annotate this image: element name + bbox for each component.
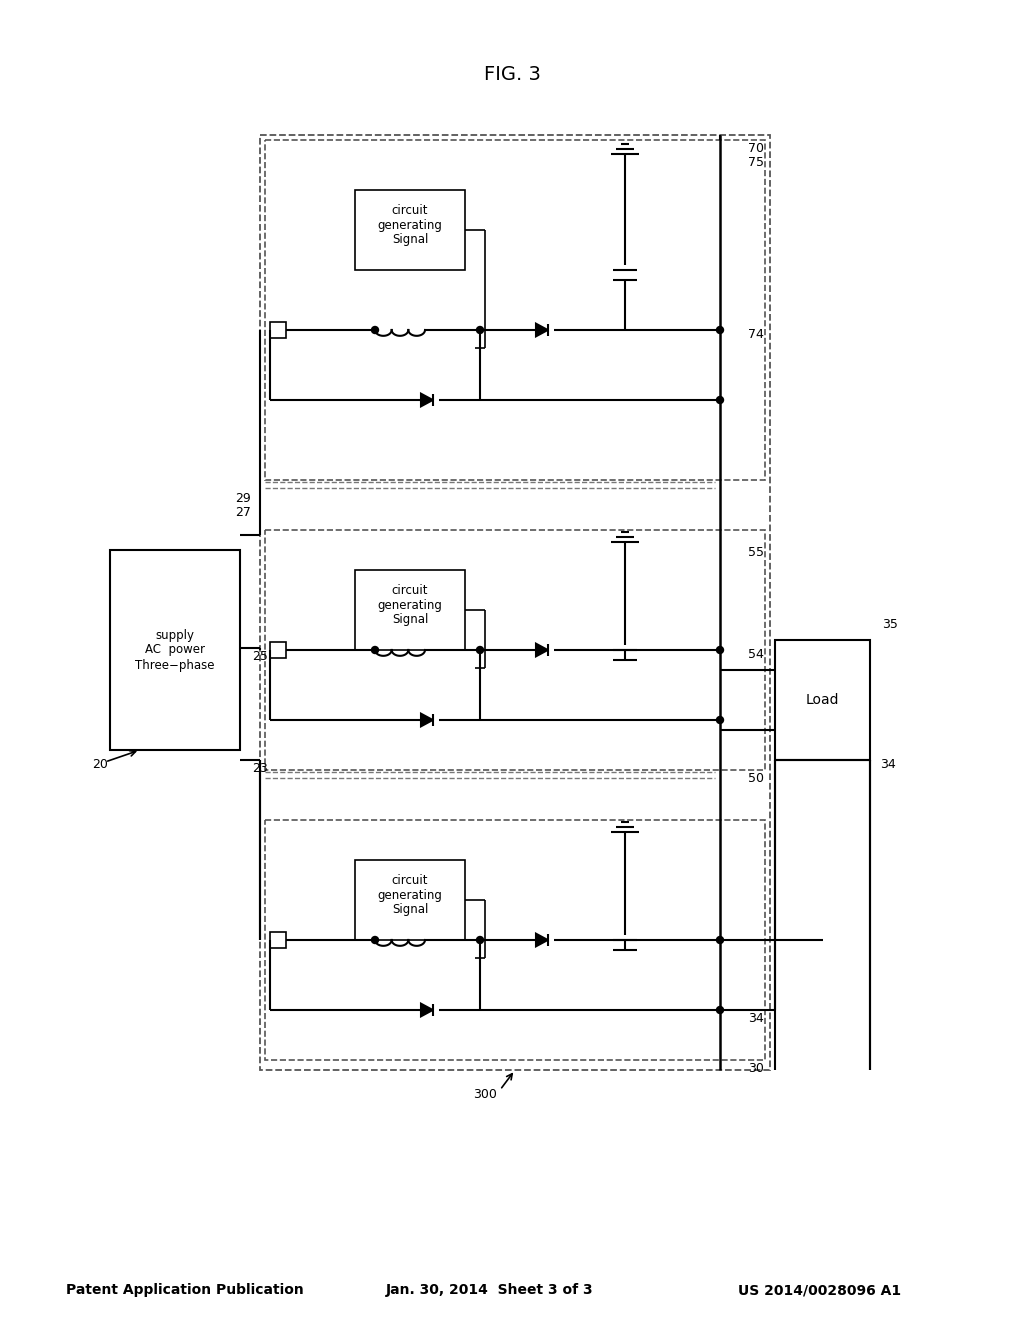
- Text: supply: supply: [156, 628, 195, 642]
- Polygon shape: [421, 393, 433, 407]
- Text: 23: 23: [252, 762, 267, 775]
- Circle shape: [717, 717, 724, 723]
- Text: generating: generating: [378, 219, 442, 231]
- Bar: [270, 322, 286, 338]
- Text: 34: 34: [880, 759, 896, 771]
- Text: 27: 27: [234, 507, 251, 520]
- Text: 35: 35: [882, 619, 898, 631]
- Text: Three−phase: Three−phase: [135, 659, 215, 672]
- Circle shape: [717, 326, 724, 334]
- Bar: [270, 932, 286, 948]
- Bar: [775, 640, 870, 760]
- Text: Load: Load: [806, 693, 840, 708]
- Circle shape: [372, 647, 379, 653]
- Text: 34: 34: [748, 1011, 764, 1024]
- Circle shape: [372, 936, 379, 944]
- Circle shape: [717, 1006, 724, 1014]
- Text: generating: generating: [378, 888, 442, 902]
- Bar: [355, 570, 465, 649]
- Text: Signal: Signal: [392, 903, 428, 916]
- Text: 74: 74: [748, 329, 764, 342]
- Text: 30: 30: [748, 1061, 764, 1074]
- Bar: [265, 140, 765, 480]
- Circle shape: [476, 647, 483, 653]
- Circle shape: [717, 936, 724, 944]
- Text: Jan. 30, 2014  Sheet 3 of 3: Jan. 30, 2014 Sheet 3 of 3: [386, 1283, 594, 1298]
- Text: 25: 25: [252, 649, 268, 663]
- Circle shape: [717, 647, 724, 653]
- Text: US 2014/0028096 A1: US 2014/0028096 A1: [738, 1283, 901, 1298]
- Circle shape: [476, 936, 483, 944]
- Text: 70: 70: [748, 141, 764, 154]
- Polygon shape: [421, 1003, 433, 1016]
- Text: generating: generating: [378, 598, 442, 611]
- Text: AC  power: AC power: [145, 644, 205, 656]
- Text: 75: 75: [748, 156, 764, 169]
- Bar: [265, 531, 765, 770]
- Text: Signal: Signal: [392, 614, 428, 627]
- Bar: [265, 820, 765, 1060]
- Polygon shape: [536, 933, 548, 946]
- Polygon shape: [421, 714, 433, 726]
- Text: 50: 50: [748, 771, 764, 784]
- Text: circuit: circuit: [392, 874, 428, 887]
- Text: circuit: circuit: [392, 203, 428, 216]
- Text: circuit: circuit: [392, 583, 428, 597]
- Text: 55: 55: [748, 545, 764, 558]
- Bar: [260, 135, 770, 1071]
- Bar: [355, 861, 465, 940]
- Bar: [270, 642, 286, 657]
- Bar: [355, 190, 465, 271]
- Circle shape: [717, 396, 724, 404]
- Text: 54: 54: [748, 648, 764, 661]
- Text: 20: 20: [92, 759, 108, 771]
- Text: FIG. 3: FIG. 3: [483, 66, 541, 84]
- Text: 29: 29: [234, 491, 251, 504]
- Circle shape: [372, 326, 379, 334]
- Text: Patent Application Publication: Patent Application Publication: [67, 1283, 304, 1298]
- Text: 300: 300: [473, 1089, 497, 1101]
- Circle shape: [476, 326, 483, 334]
- Polygon shape: [536, 644, 548, 656]
- Bar: [110, 550, 240, 750]
- Text: Signal: Signal: [392, 234, 428, 247]
- Polygon shape: [536, 323, 548, 337]
